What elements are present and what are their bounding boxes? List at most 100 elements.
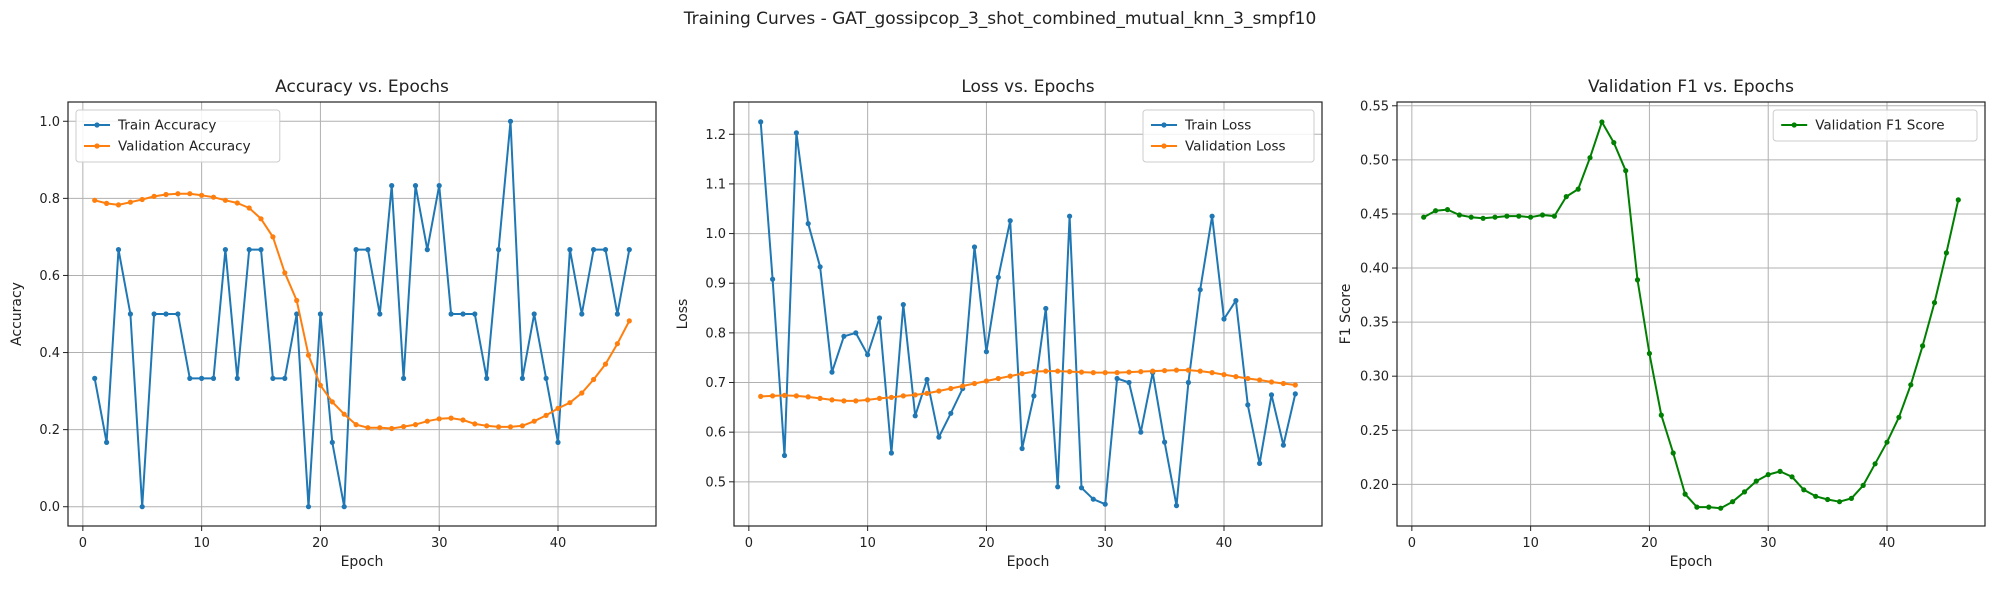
data-point <box>412 183 419 189</box>
data-point <box>139 504 145 510</box>
data-point <box>210 375 217 381</box>
data-point <box>1090 370 1096 376</box>
data-point <box>1931 300 1938 306</box>
data-point <box>282 375 288 381</box>
data-point <box>1102 501 1108 507</box>
data-point <box>234 200 240 206</box>
y-tick-label: 0.30 <box>1360 370 1389 385</box>
data-point <box>353 247 359 253</box>
data-point <box>92 375 98 381</box>
data-point <box>1043 305 1049 312</box>
data-point <box>1718 505 1724 511</box>
data-point <box>1860 482 1866 488</box>
data-point <box>460 417 466 423</box>
data-point <box>353 422 359 428</box>
data-point <box>115 202 122 208</box>
data-point <box>1658 412 1664 418</box>
data-point <box>222 197 228 203</box>
data-point <box>341 411 347 417</box>
x-tick-label: 0 <box>1408 536 1416 551</box>
data-point <box>1043 368 1049 374</box>
data-point <box>448 311 454 317</box>
data-point <box>1646 350 1652 357</box>
data-point <box>1813 493 1819 499</box>
data-point <box>531 418 537 424</box>
data-point <box>983 378 990 384</box>
data-point <box>187 191 193 197</box>
data-point <box>365 247 371 253</box>
y-tick-label: 0.25 <box>1360 424 1389 439</box>
data-point <box>1694 504 1700 510</box>
data-point <box>139 196 145 203</box>
data-point <box>1955 197 1961 203</box>
data-point <box>1730 499 1736 505</box>
legend-marker <box>1791 122 1797 128</box>
data-point <box>389 183 395 189</box>
data-point <box>1114 375 1120 382</box>
data-point <box>1480 215 1486 221</box>
y-tick-label: 0.35 <box>1360 316 1389 331</box>
data-point <box>758 393 764 399</box>
legend-box <box>1772 109 1978 142</box>
data-point <box>1444 207 1451 213</box>
axes-frame <box>1396 101 1986 527</box>
data-point <box>507 118 514 124</box>
data-point <box>1920 343 1926 349</box>
data-point <box>531 311 537 317</box>
x-tick-label: 0 <box>79 536 87 551</box>
y-tick-label: 0.45 <box>1360 207 1389 222</box>
data-point <box>1007 218 1013 224</box>
legend-marker <box>94 122 100 128</box>
data-point <box>401 375 407 381</box>
series-line-2 <box>760 369 1296 402</box>
data-point <box>175 311 181 317</box>
data-point <box>770 393 776 399</box>
data-point <box>151 193 157 199</box>
data-point <box>187 375 193 381</box>
data-point <box>1682 491 1688 497</box>
data-point <box>258 247 264 253</box>
y-tick-label: 0.6 <box>39 269 60 284</box>
data-point <box>1777 468 1783 474</box>
x-tick-label: 30 <box>1760 536 1777 551</box>
data-point <box>1126 379 1132 386</box>
legend-label: Validation Accuracy <box>118 139 251 155</box>
data-point <box>543 412 549 418</box>
data-point <box>1292 391 1298 397</box>
y-tick-label: 1.2 <box>705 128 726 143</box>
data-point <box>853 398 859 404</box>
legend-label: Validation F1 Score <box>1815 118 1944 134</box>
data-point <box>1836 499 1843 505</box>
data-point <box>1173 367 1180 373</box>
data-point <box>104 439 110 445</box>
data-point <box>1789 474 1795 480</box>
data-point <box>1280 442 1286 448</box>
data-point <box>1067 369 1073 375</box>
legend-label: Train Loss <box>1184 118 1251 134</box>
data-point <box>199 192 205 198</box>
data-point <box>948 385 954 392</box>
data-point <box>1078 369 1085 375</box>
data-point <box>1456 212 1462 218</box>
data-point <box>412 422 419 428</box>
data-point <box>912 413 918 419</box>
panel-title: Validation F1 vs. Epochs <box>1588 77 1794 97</box>
data-point <box>258 216 264 222</box>
legend-marker <box>94 143 100 149</box>
data-point <box>305 504 312 510</box>
data-point <box>817 395 823 401</box>
data-point <box>424 247 430 253</box>
x-axis-label: Epoch <box>1007 554 1050 570</box>
data-point <box>995 375 1001 382</box>
legend: Validation F1 Score <box>1772 109 1978 142</box>
data-point <box>1067 213 1073 219</box>
data-point <box>424 418 430 424</box>
chart-panel-3: 0 10 20 30 40 0.20 0.25 0.30 0.35 0.40 0.45 0.50 0.5… <box>1338 77 1986 570</box>
data-point <box>305 352 312 358</box>
y-tick-label: 0.8 <box>705 326 726 341</box>
data-point <box>270 234 276 240</box>
data-point <box>1848 495 1854 501</box>
data-point <box>329 399 335 405</box>
legend: Train Accuracy Validation Accuracy <box>75 109 281 163</box>
y-axis-label: F1 Score <box>1338 284 1354 345</box>
